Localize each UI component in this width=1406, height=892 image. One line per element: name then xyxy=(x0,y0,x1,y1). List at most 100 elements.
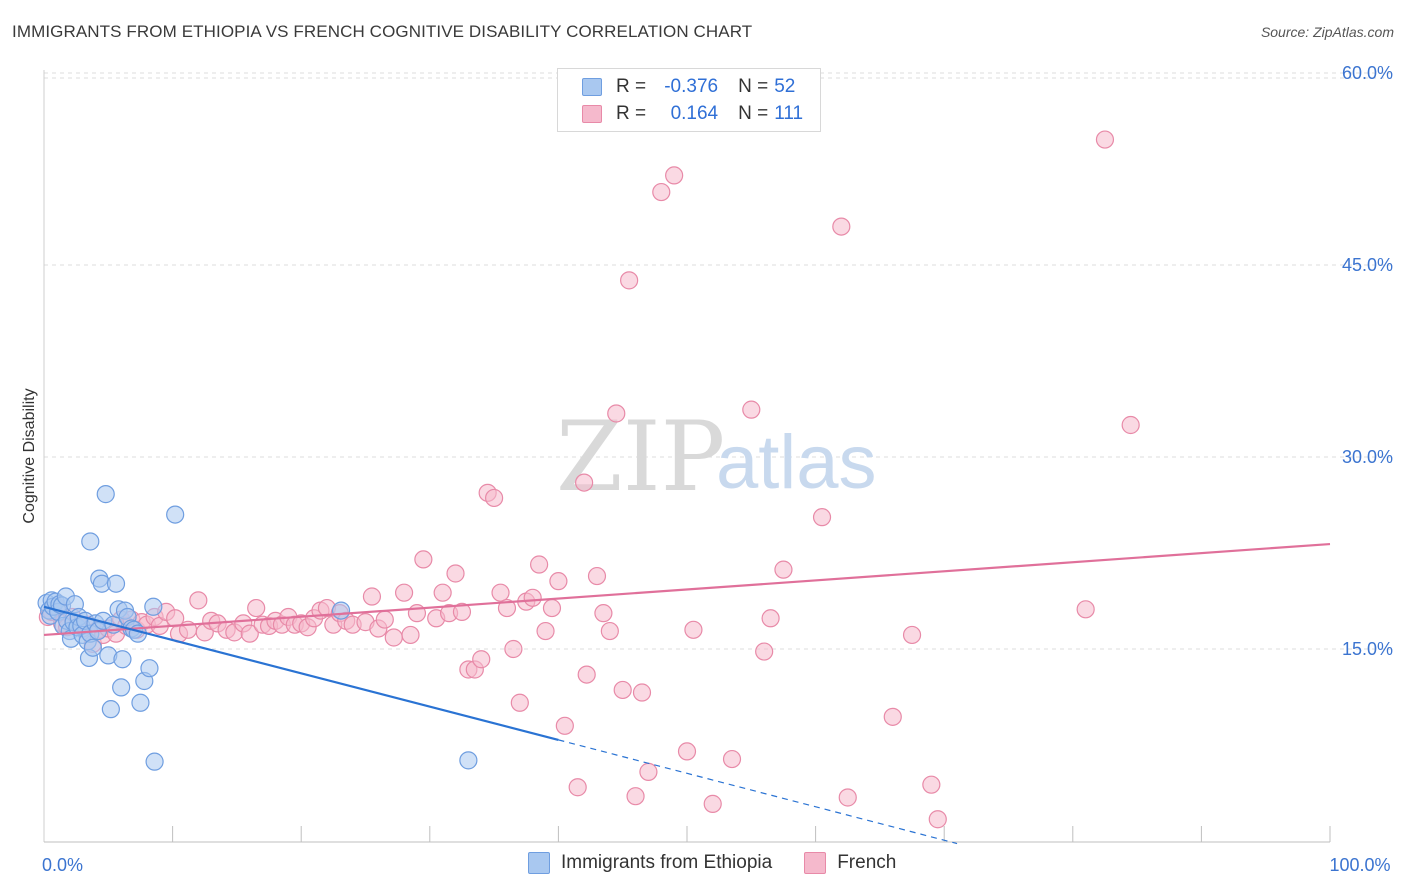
french-point xyxy=(375,610,394,629)
french-point xyxy=(1095,130,1115,149)
french-point xyxy=(577,665,596,684)
french-point xyxy=(362,587,382,606)
french-point xyxy=(639,762,658,781)
legend-n-label: N = xyxy=(738,103,769,124)
french-point xyxy=(1121,415,1140,435)
legend-swatch-ethiopia xyxy=(582,78,602,96)
french-point xyxy=(394,583,414,602)
french-point xyxy=(491,583,510,602)
legend-n-label: N = xyxy=(738,76,769,97)
french-point xyxy=(812,508,832,527)
french-point xyxy=(632,683,652,702)
french-point xyxy=(594,604,613,623)
legend-swatch-french xyxy=(804,852,827,874)
ethiopia-point xyxy=(166,505,185,524)
ethiopia-point xyxy=(331,601,351,620)
french-point xyxy=(1076,600,1095,619)
legend-row-french: R = 0.164 N = 111 xyxy=(582,101,803,127)
series-legend: Immigrants from Ethiopia French xyxy=(528,852,928,874)
french-point xyxy=(523,588,542,607)
french-point xyxy=(742,400,761,419)
grid-layer xyxy=(44,72,1394,650)
y-tick-label: 30.0% xyxy=(1342,447,1393,467)
french-point xyxy=(414,550,433,569)
ethiopia-point xyxy=(113,650,132,669)
french-point xyxy=(838,788,857,807)
watermark: ZIP atlas xyxy=(556,401,877,513)
y-tick-label: 60.0% xyxy=(1342,63,1393,83)
ethiopia-point xyxy=(459,751,478,770)
french-point xyxy=(665,166,684,185)
french-point xyxy=(928,810,947,829)
french-point xyxy=(189,591,208,610)
y-tick-label: 45.0% xyxy=(1342,255,1393,275)
french-point xyxy=(587,566,607,586)
french-point xyxy=(510,693,529,712)
ethiopia-point xyxy=(81,532,100,551)
legend-label-ethiopia: Immigrants from Ethiopia xyxy=(561,852,773,873)
french-point xyxy=(247,598,266,618)
french-point xyxy=(401,625,420,645)
french-point xyxy=(549,572,568,591)
french-point xyxy=(542,598,562,618)
trend-layer xyxy=(43,542,1331,845)
y-axis-label: Cognitive Disability xyxy=(21,388,38,523)
legend-row-ethiopia: R = -0.376 N = 52 xyxy=(582,74,795,100)
french-point xyxy=(626,787,645,806)
legend-r-label: R = xyxy=(616,103,647,124)
french-point xyxy=(530,555,549,574)
legend-swatch-ethiopia xyxy=(528,852,550,874)
french-point xyxy=(600,621,619,641)
french-point xyxy=(497,598,517,618)
french-point xyxy=(774,560,793,579)
french-point xyxy=(384,628,403,647)
ethiopia-point xyxy=(145,752,164,771)
chart-source: Source: ZipAtlas.com xyxy=(1260,24,1394,40)
french-point xyxy=(555,716,574,735)
points-layer xyxy=(37,130,1140,829)
french-point xyxy=(620,271,639,290)
french-point xyxy=(433,583,452,602)
french-point xyxy=(684,620,703,639)
legend-r-label: R = xyxy=(616,76,647,97)
french-point xyxy=(452,602,472,621)
legend-n-value: 52 xyxy=(774,76,796,97)
legend-label-french: French xyxy=(837,852,897,873)
french-point xyxy=(240,624,259,643)
ethiopia-trend-line xyxy=(43,605,559,741)
ethiopia-point xyxy=(101,700,120,719)
watermark-zip: ZIP xyxy=(556,401,725,513)
legend-item-ethiopia[interactable]: Immigrants from Ethiopia xyxy=(528,852,772,874)
french-point xyxy=(652,182,671,202)
french-point xyxy=(922,775,941,794)
french-point xyxy=(607,404,626,423)
x-tick-label: 0.0% xyxy=(42,855,83,875)
legend-item-french[interactable]: French xyxy=(804,852,896,874)
french-point xyxy=(446,564,465,583)
french-point xyxy=(677,742,697,761)
french-point xyxy=(755,642,774,661)
y-tick-label: 15.0% xyxy=(1342,639,1393,659)
legend-r-value: -0.376 xyxy=(664,76,719,97)
chart-title: IMMIGRANTS FROM ETHIOPIA VS FRENCH COGNI… xyxy=(12,22,753,41)
french-point xyxy=(761,609,780,628)
french-point xyxy=(902,625,922,645)
ethiopia-point xyxy=(96,485,115,504)
ethiopia-point xyxy=(140,659,159,678)
ethiopia-trend-extension xyxy=(558,739,958,845)
french-point xyxy=(504,639,523,659)
french-point xyxy=(883,707,902,726)
ethiopia-point xyxy=(144,597,163,616)
french-point xyxy=(703,794,722,813)
ethiopia-point xyxy=(83,638,102,657)
french-point xyxy=(485,488,504,508)
french-point xyxy=(575,473,594,492)
french-point xyxy=(832,217,851,236)
french-point xyxy=(722,749,742,769)
french-trend-line xyxy=(43,542,1331,637)
french-point xyxy=(613,680,632,700)
x-tick-label: 100.0% xyxy=(1329,855,1390,875)
legend-r-value: 0.164 xyxy=(670,103,719,124)
ethiopia-point xyxy=(106,574,126,593)
